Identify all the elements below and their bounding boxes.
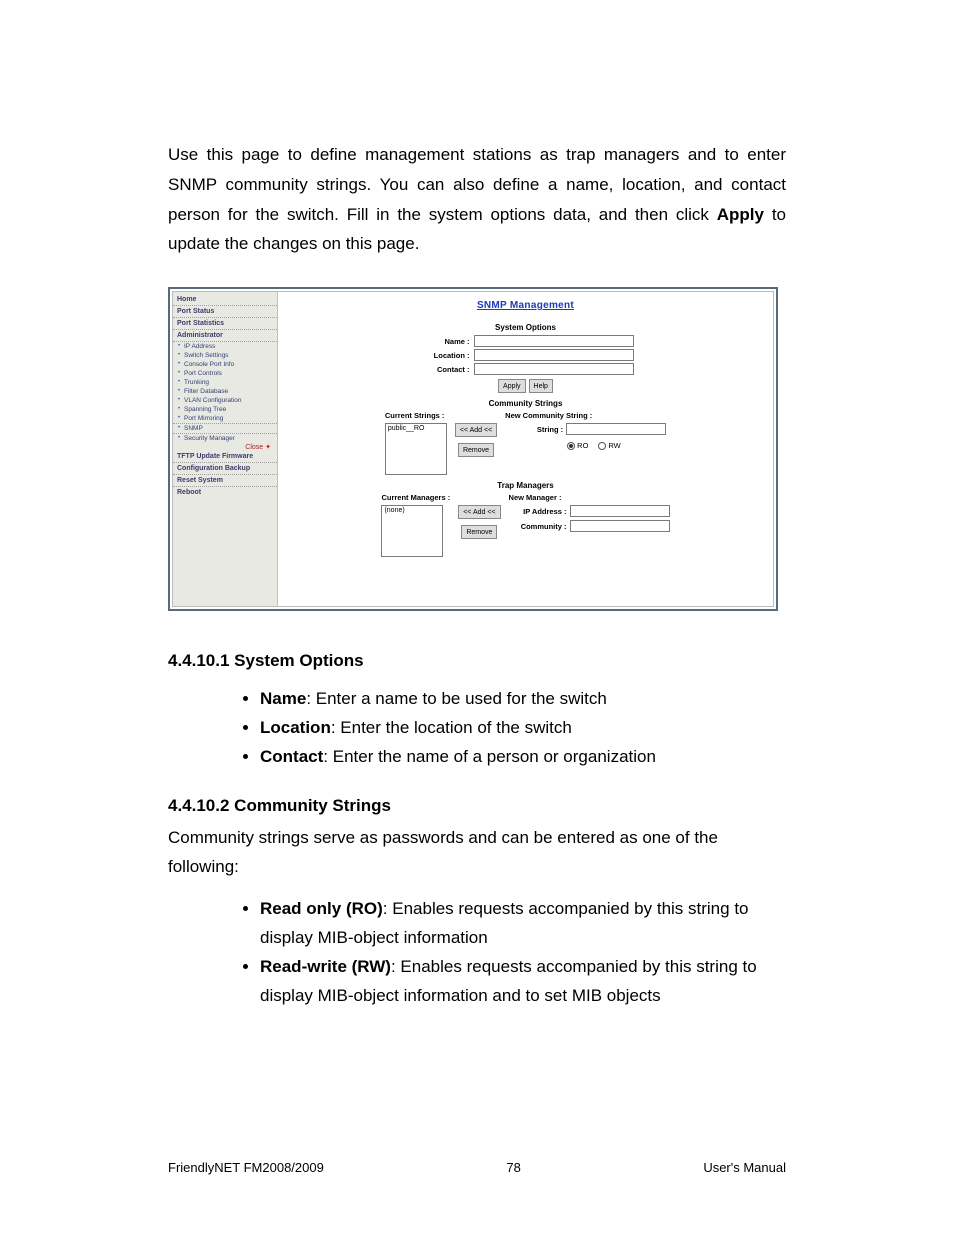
sidebar-item-port-mirroring[interactable]: Port Mirroring	[173, 414, 277, 424]
name-input[interactable]	[474, 335, 634, 347]
ro-radio[interactable]	[567, 442, 575, 450]
intro-text-1: Use this page to define management stati…	[168, 145, 786, 224]
sidebar-item-switch-settings[interactable]: Switch Settings	[173, 351, 277, 360]
current-managers-label: Current Managers :	[381, 493, 450, 502]
sidebar-item-trunking[interactable]: Trunking	[173, 378, 277, 387]
add-manager-button[interactable]: << Add <<	[458, 505, 500, 519]
community-strings-list: Read only (RO): Enables requests accompa…	[168, 895, 786, 1011]
system-options-heading: System Options	[278, 323, 773, 332]
apply-button[interactable]: Apply	[498, 379, 526, 393]
intro-bold: Apply	[717, 205, 764, 224]
community-input[interactable]	[570, 520, 670, 532]
name-label: Name :	[418, 337, 470, 346]
list-item: Location: Enter the location of the swit…	[260, 714, 786, 743]
list-item: Read only (RO): Enables requests accompa…	[260, 895, 786, 953]
sidebar-item-security-manager[interactable]: Security Manager	[173, 434, 277, 443]
remove-string-button[interactable]: Remove	[458, 443, 494, 457]
sidebar-item-reboot[interactable]: Reboot	[173, 487, 277, 498]
sidebar-item-console-port-info[interactable]: Console Port Info	[173, 360, 277, 369]
add-string-button[interactable]: << Add <<	[455, 423, 497, 437]
help-button[interactable]: Help	[529, 379, 553, 393]
current-strings-label: Current Strings :	[385, 411, 445, 420]
rw-radio[interactable]	[598, 442, 606, 450]
current-managers-list[interactable]: (none)	[381, 505, 443, 557]
rw-label: RW	[608, 441, 620, 450]
section-heading-system-options: 4.4.10.1 System Options	[168, 651, 786, 671]
string-input[interactable]	[566, 423, 666, 435]
contact-label: Contact :	[418, 365, 470, 374]
community-strings-heading: Community Strings	[278, 399, 773, 408]
sidebar-item-vlan-configuration[interactable]: VLAN Configuration	[173, 396, 277, 405]
sidebar-item-filter-database[interactable]: Filter Database	[173, 387, 277, 396]
screenshot-main: SNMP Management System Options Name : Lo…	[278, 292, 773, 606]
string-label: String :	[505, 425, 563, 434]
intro-paragraph: Use this page to define management stati…	[168, 140, 786, 259]
sidebar-item-snmp[interactable]: SNMP	[173, 424, 277, 434]
footer-right: User's Manual	[703, 1160, 786, 1175]
sidebar-item-port-status[interactable]: Port Status	[173, 306, 277, 318]
screenshot-snmp-management: Home Port Status Port Statistics Adminis…	[168, 287, 778, 611]
sidebar-item-ip-address[interactable]: IP Address	[173, 342, 277, 351]
sidebar-item-config-backup[interactable]: Configuration Backup	[173, 463, 277, 475]
location-input[interactable]	[474, 349, 634, 361]
ip-address-label: IP Address :	[509, 507, 567, 516]
sidebar-item-port-controls[interactable]: Port Controls	[173, 369, 277, 378]
new-manager-label: New Manager :	[509, 493, 562, 502]
footer-left: FriendlyNET FM2008/2009	[168, 1160, 324, 1175]
remove-manager-button[interactable]: Remove	[461, 525, 497, 539]
community-strings-para: Community strings serve as passwords and…	[168, 824, 786, 882]
footer-center: 78	[506, 1160, 520, 1175]
sidebar-item-port-statistics[interactable]: Port Statistics	[173, 318, 277, 330]
sidebar-item-spanning-tree[interactable]: Spanning Tree	[173, 405, 277, 414]
current-string-item: public__RO	[388, 425, 425, 432]
sidebar-close[interactable]: Close ✦	[173, 443, 277, 451]
page-footer: FriendlyNET FM2008/2009 78 User's Manual	[168, 1160, 786, 1175]
contact-input[interactable]	[474, 363, 634, 375]
screenshot-sidebar: Home Port Status Port Statistics Adminis…	[173, 292, 278, 606]
list-item: Name: Enter a name to be used for the sw…	[260, 685, 786, 714]
community-label: Community :	[509, 522, 567, 531]
ro-label: RO	[577, 441, 588, 450]
current-manager-item: (none)	[384, 507, 404, 514]
sidebar-item-home[interactable]: Home	[173, 294, 277, 306]
trap-managers-heading: Trap Managers	[278, 481, 773, 490]
system-options-list: Name: Enter a name to be used for the sw…	[168, 685, 786, 772]
sidebar-item-reset-system[interactable]: Reset System	[173, 475, 277, 487]
location-label: Location :	[418, 351, 470, 360]
list-item: Read-write (RW): Enables requests accomp…	[260, 953, 786, 1011]
sidebar-item-administrator[interactable]: Administrator	[173, 330, 277, 342]
new-community-string-label: New Community String :	[505, 411, 592, 420]
current-strings-list[interactable]: public__RO	[385, 423, 447, 475]
section-heading-community-strings: 4.4.10.2 Community Strings	[168, 796, 786, 816]
ip-address-input[interactable]	[570, 505, 670, 517]
list-item: Contact: Enter the name of a person or o…	[260, 743, 786, 772]
sidebar-item-tftp-update[interactable]: TFTP Update Firmware	[173, 451, 277, 463]
page-title: SNMP Management	[278, 300, 773, 311]
